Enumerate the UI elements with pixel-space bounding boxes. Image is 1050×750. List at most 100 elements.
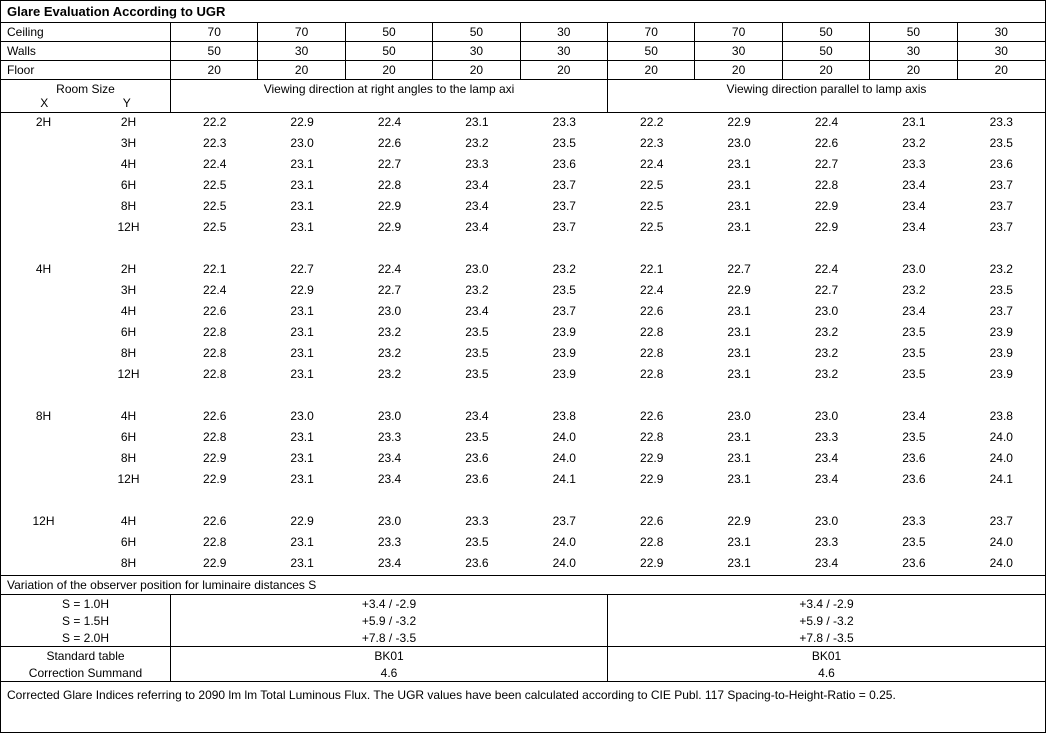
room-y: 2H [86, 260, 171, 281]
ugr-value: 22.8 [608, 365, 695, 386]
ugr-value: 22.6 [608, 407, 695, 428]
ugr-value: 23.5 [521, 281, 608, 302]
ugr-value: 24.0 [958, 533, 1045, 554]
ugr-value: 22.7 [783, 155, 870, 176]
ugr-value: 23.0 [346, 302, 433, 323]
room-x [1, 533, 86, 554]
room-size-label: Room Size [56, 82, 115, 96]
surface-value: 50 [433, 23, 520, 41]
surface-row: Ceiling70705050307070505030 [1, 22, 1045, 42]
ugr-value: 23.0 [695, 407, 782, 428]
surface-label: Ceiling [1, 23, 171, 41]
ugr-value: 22.5 [171, 176, 258, 197]
standard-table-val: BK01 [171, 646, 608, 664]
ugr-value: 22.9 [258, 512, 345, 533]
ugr-value: 23.3 [433, 155, 520, 176]
ugr-value: 23.2 [433, 134, 520, 155]
ugr-value: 22.5 [608, 218, 695, 239]
ugr-value: 24.1 [958, 470, 1045, 491]
ugr-value: 22.5 [608, 176, 695, 197]
room-y: 4H [86, 407, 171, 428]
ugr-value: 23.2 [958, 260, 1045, 281]
ugr-value: 23.1 [258, 176, 345, 197]
viewing-dir-right-angles: Viewing direction at right angles to the… [171, 80, 608, 112]
room-y: 6H [86, 533, 171, 554]
ugr-value: 24.0 [958, 449, 1045, 470]
room-y: 3H [86, 134, 171, 155]
surface-row: Walls50305030305030503030 [1, 42, 1045, 61]
variation-s: S = 1.5H [1, 612, 171, 629]
ugr-value: 22.5 [171, 218, 258, 239]
ugr-value: 22.4 [783, 113, 870, 134]
ugr-value: 23.1 [258, 323, 345, 344]
ugr-value: 22.4 [608, 281, 695, 302]
ugr-value: 23.4 [870, 176, 957, 197]
ugr-value: 23.0 [433, 260, 520, 281]
surface-value: 70 [171, 23, 258, 41]
ugr-value: 22.4 [608, 155, 695, 176]
ugr-value: 23.1 [258, 302, 345, 323]
ugr-value: 23.1 [258, 197, 345, 218]
ugr-value: 23.4 [433, 197, 520, 218]
ugr-value: 22.9 [695, 512, 782, 533]
ugr-value: 22.3 [608, 134, 695, 155]
surface-label: Walls [1, 42, 171, 60]
ugr-value: 23.2 [783, 365, 870, 386]
surface-value: 50 [783, 23, 870, 41]
ugr-value: 23.4 [433, 407, 520, 428]
variation-title: Variation of the observer position for l… [1, 575, 1045, 595]
ugr-value: 23.1 [258, 428, 345, 449]
ugr-value: 23.4 [870, 218, 957, 239]
surface-value: 70 [695, 23, 782, 41]
ugr-value: 23.5 [433, 365, 520, 386]
ugr-value: 23.3 [870, 512, 957, 533]
surface-value: 20 [346, 61, 433, 79]
surface-value: 20 [521, 61, 608, 79]
standard-table-label: Standard table [1, 646, 171, 664]
ugr-value: 23.6 [870, 554, 957, 575]
ugr-value: 23.8 [958, 407, 1045, 428]
ugr-value: 23.3 [521, 113, 608, 134]
room-x: 12H [1, 512, 86, 533]
variation-val: +5.9 / -3.2 [171, 612, 608, 629]
ugr-value: 24.0 [521, 533, 608, 554]
ugr-value: 23.2 [346, 344, 433, 365]
ugr-value: 22.7 [783, 281, 870, 302]
ugr-value: 23.4 [870, 197, 957, 218]
surface-value: 50 [346, 23, 433, 41]
surface-row: Floor20202020202020202020 [1, 61, 1045, 80]
room-y: 12H [86, 218, 171, 239]
room-x [1, 323, 86, 344]
room-y: 6H [86, 323, 171, 344]
room-x [1, 302, 86, 323]
ugr-value: 22.4 [346, 113, 433, 134]
ugr-value: 23.6 [433, 449, 520, 470]
ugr-value: 23.0 [258, 407, 345, 428]
ugr-value: 22.8 [171, 365, 258, 386]
ugr-value: 23.1 [695, 449, 782, 470]
ugr-value: 23.5 [870, 323, 957, 344]
variation-val: +7.8 / -3.5 [608, 629, 1045, 646]
surface-value: 30 [870, 42, 957, 60]
ugr-value: 23.6 [433, 470, 520, 491]
ugr-value: 22.1 [171, 260, 258, 281]
ugr-value: 22.2 [608, 113, 695, 134]
footnote: Corrected Glare Indices referring to 209… [1, 681, 1045, 732]
ugr-value: 23.3 [346, 428, 433, 449]
variation-s: S = 2.0H [1, 629, 171, 646]
ugr-value: 23.1 [695, 554, 782, 575]
room-x [1, 197, 86, 218]
correction-summand-label: Correction Summand [1, 664, 171, 681]
ugr-value: 23.4 [346, 449, 433, 470]
ugr-value: 22.4 [346, 260, 433, 281]
room-x [1, 218, 86, 239]
ugr-value: 22.3 [171, 134, 258, 155]
ugr-value: 22.8 [171, 344, 258, 365]
ugr-value: 23.7 [521, 302, 608, 323]
ugr-value: 23.2 [783, 344, 870, 365]
ugr-glare-table: Glare Evaluation According to UGR Ceilin… [0, 0, 1046, 733]
surface-value: 30 [433, 42, 520, 60]
ugr-value: 23.4 [346, 554, 433, 575]
ugr-value: 23.7 [958, 302, 1045, 323]
variation-val: +7.8 / -3.5 [171, 629, 608, 646]
